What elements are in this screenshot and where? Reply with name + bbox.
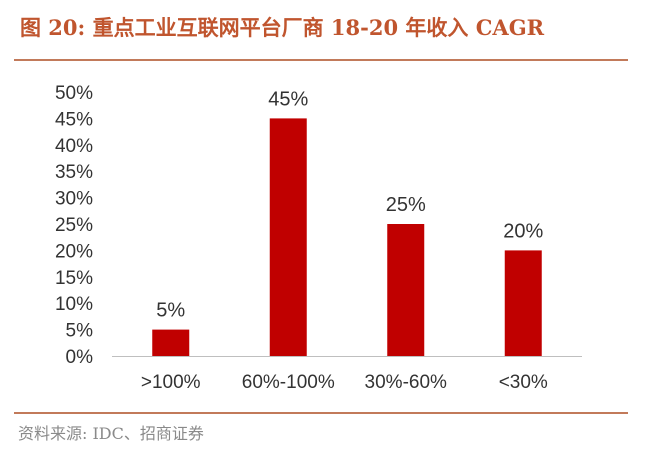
y-tick-label: 30%: [55, 189, 93, 210]
x-axis-ticks: >100% 60%-100% 30%-60% <30%: [141, 372, 548, 393]
bar: [504, 250, 542, 356]
x-tick-label: 30%-60%: [365, 372, 447, 393]
y-tick-label: 25%: [55, 215, 93, 236]
y-tick-label: 45%: [55, 109, 93, 130]
x-tick-label: >100%: [141, 372, 201, 393]
bar: [269, 118, 307, 357]
source-divider: [14, 412, 628, 414]
data-label: 20%: [503, 220, 543, 242]
y-axis-ticks: 0% 5% 10% 15% 20% 25% 30% 35% 40% 45% 50%: [55, 83, 93, 368]
source-note: 资料来源: IDC、招商证券: [18, 424, 204, 443]
y-tick-label: 20%: [55, 241, 93, 262]
data-label: 25%: [386, 194, 426, 216]
x-tick-label: <30%: [499, 372, 548, 393]
y-tick-label: 0%: [66, 347, 94, 368]
y-tick-label: 15%: [55, 268, 93, 289]
y-tick-label: 40%: [55, 136, 93, 157]
data-label: 45%: [268, 88, 308, 110]
data-label: 5%: [156, 300, 185, 322]
y-tick-label: 10%: [55, 294, 93, 315]
bars: [152, 118, 542, 357]
title-divider: [14, 59, 628, 61]
bar: [152, 329, 190, 356]
y-tick-label: 50%: [55, 83, 93, 104]
figure-title: 图 20: 重点工业互联网平台厂商 18-20 年收入 CAGR: [20, 15, 545, 40]
bar: [387, 224, 425, 356]
y-tick-label: 5%: [66, 321, 94, 342]
y-tick-label: 35%: [55, 162, 93, 183]
data-labels: 5% 45% 25% 20%: [156, 88, 543, 321]
x-tick-label: 60%-100%: [242, 372, 335, 393]
